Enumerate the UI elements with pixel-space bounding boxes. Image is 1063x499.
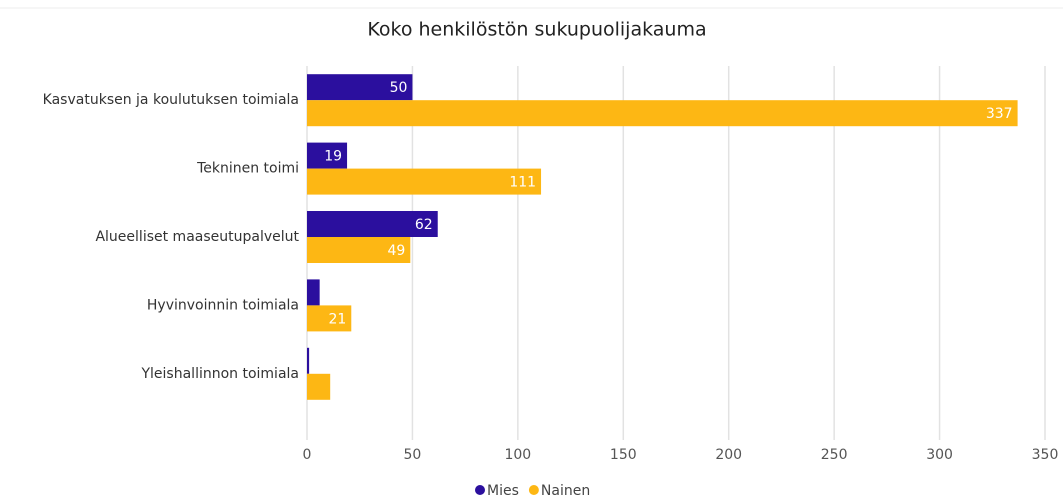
x-tick-label: 250	[821, 447, 848, 463]
y-tick-label: Kasvatuksen ja koulutuksen toimiala	[43, 92, 299, 108]
data-label: 50	[390, 80, 408, 96]
bar	[307, 279, 320, 306]
data-label: 49	[387, 243, 405, 259]
legend-label: Mies	[487, 483, 519, 499]
y-tick-label: Hyvinvoinnin toimiala	[147, 297, 299, 313]
bar	[307, 347, 310, 374]
x-tick-label: 200	[715, 447, 742, 463]
data-label: 111	[509, 175, 536, 191]
y-tick-label: Yleishallinnon toimiala	[140, 366, 299, 382]
legend-marker	[475, 485, 485, 495]
x-tick-label: 350	[1032, 447, 1059, 463]
x-tick-label: 300	[926, 447, 953, 463]
bar	[307, 168, 542, 195]
data-label: 337	[986, 106, 1013, 122]
bar	[307, 100, 1018, 127]
y-tick-label: Alueelliset maaseutupalvelut	[95, 229, 299, 245]
bar	[307, 211, 438, 237]
bar	[307, 74, 413, 101]
x-tick-label: 150	[610, 447, 637, 463]
bar	[307, 142, 348, 169]
data-label: 62	[415, 217, 433, 233]
bar	[307, 305, 352, 332]
x-tick-label: 50	[404, 447, 422, 463]
bar	[307, 237, 411, 263]
x-tick-label: 100	[504, 447, 531, 463]
data-label: 19	[324, 149, 342, 165]
x-tick-label: 0	[303, 447, 312, 463]
y-tick-label: Tekninen toimi	[196, 161, 299, 177]
legend-marker	[528, 485, 539, 495]
legend-label: Nainen	[541, 483, 590, 499]
bar	[307, 373, 331, 400]
data-label: 21	[328, 311, 346, 327]
chart-title: Koko henkilöstön sukupuolijakauma	[367, 19, 706, 41]
